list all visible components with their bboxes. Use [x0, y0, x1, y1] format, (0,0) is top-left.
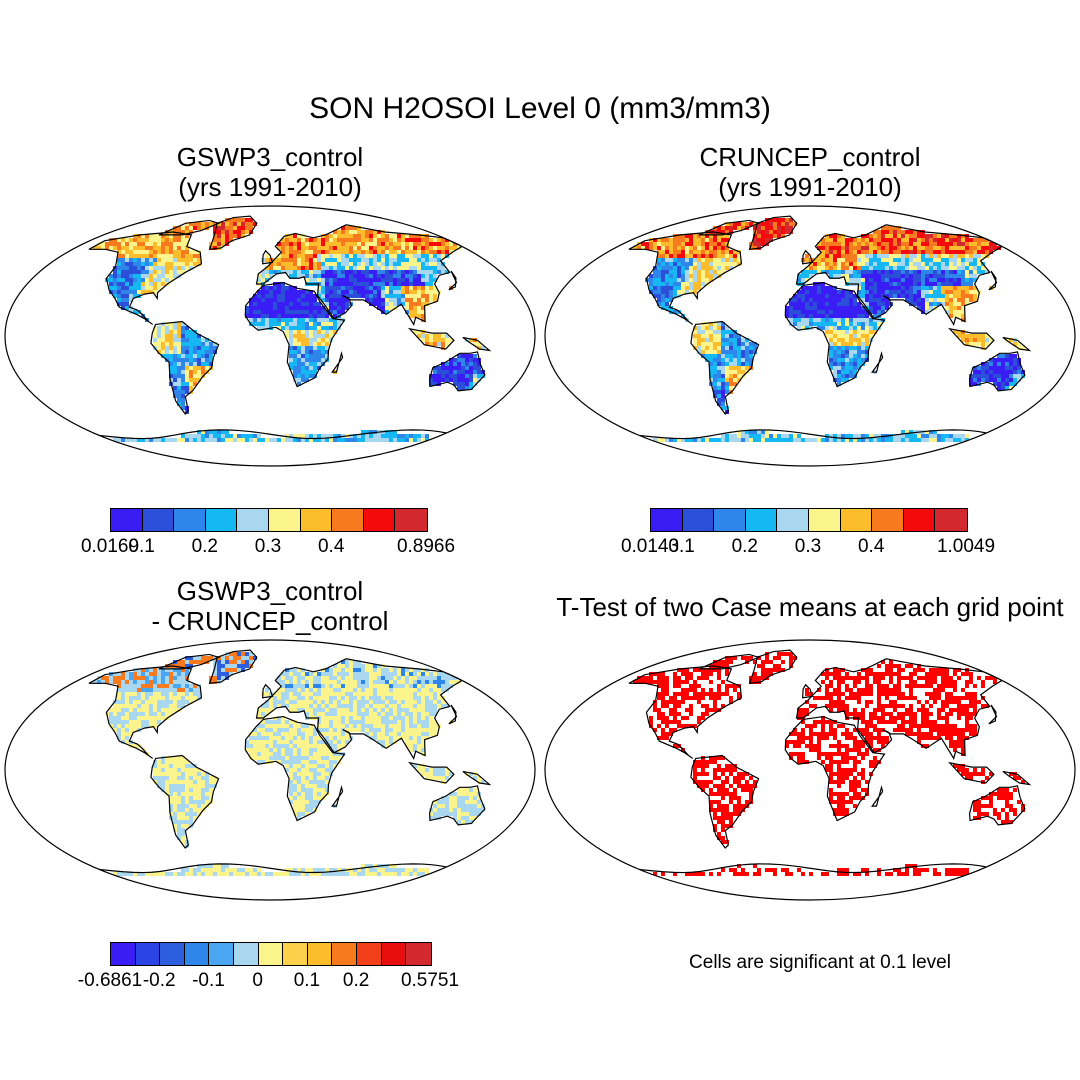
colorbar-swatch	[268, 509, 301, 531]
colorbar-tick-label: 0.4	[317, 536, 345, 557]
map-border	[544, 639, 1076, 901]
colorbar-swatch	[872, 509, 904, 531]
map-difference	[4, 639, 536, 901]
colorbar-swatch	[903, 509, 936, 531]
map-field-cells	[93, 652, 485, 876]
figure-title: SON H2OSOI Level 0 (mm3/mm3)	[309, 92, 771, 125]
panel-1-title: GSWP3_control (yrs 1991-2010)	[40, 142, 500, 202]
panel-3-title-line2: - CRUNCEP_control	[151, 606, 389, 636]
colorbar-tick-label: 0.5751	[400, 970, 460, 991]
colorbar-swatch	[651, 509, 683, 531]
colorbar-swatch	[808, 509, 841, 531]
panel-3-title-line1: GSWP3_control	[176, 576, 364, 606]
map-cruncep-control	[544, 205, 1076, 467]
map-gswp3-control	[4, 205, 536, 467]
colorbar-swatch	[209, 943, 235, 965]
colorbar-tick-label: -0.6861	[77, 970, 143, 991]
colorbar-tick-label: 0.0143	[620, 536, 680, 557]
panel-4-title: T-Test of two Case means at each grid po…	[540, 592, 1080, 622]
colorbar-swatch	[682, 509, 715, 531]
colorbar-swatch	[935, 509, 967, 531]
colorbar-swatch	[111, 509, 143, 531]
colorbar-swatch	[283, 943, 308, 965]
colorbar-tick-label: 0.0169	[80, 536, 140, 557]
map-field-cells	[93, 218, 485, 442]
colorbar-swatch	[160, 943, 185, 965]
significance-note: Cells are significant at 0.1 level	[689, 952, 951, 973]
map-field-cells	[633, 218, 1025, 442]
colorbar-tick-label: 0.3	[794, 536, 822, 557]
colorbar-swatch	[184, 943, 210, 965]
colorbar-swatch	[174, 509, 206, 531]
coastlines	[88, 215, 492, 440]
colorbar-swatch	[840, 509, 873, 531]
colorbar-swatch	[714, 509, 746, 531]
colorbar-swatch	[258, 943, 284, 965]
panel-1-title-line2: (yrs 1991-2010)	[178, 172, 362, 202]
colorbar-swatch	[406, 943, 431, 965]
colorbar-swatch	[205, 509, 238, 531]
colorbar-swatch	[395, 509, 427, 531]
colorbar-tick-label: 0.2	[731, 536, 759, 557]
colorbar-tick-label: 0.3	[254, 536, 282, 557]
colorbar-tick-label: 1.0049	[936, 536, 996, 557]
colorbar-swatch	[381, 943, 407, 965]
colorbar-boxes	[110, 508, 428, 532]
colorbar-swatch	[777, 509, 809, 531]
colorbar-swatch	[142, 509, 175, 531]
panel-2-title-line1: CRUNCEP_control	[699, 142, 921, 172]
colorbar-swatch	[357, 943, 382, 965]
map-border	[4, 639, 536, 901]
panel-2-title-line2: (yrs 1991-2010)	[718, 172, 902, 202]
panel-1-title-line1: GSWP3_control	[176, 142, 364, 172]
colorbar-swatch	[745, 509, 778, 531]
colorbar-tick-label: 0.1	[668, 536, 695, 557]
panel-2-title: CRUNCEP_control (yrs 1991-2010)	[580, 142, 1040, 202]
colorbar-boxes	[110, 942, 432, 966]
colorbar-tick-label: 0.2	[191, 536, 219, 557]
colorbar-swatch	[300, 509, 333, 531]
colorbar-swatch	[332, 943, 358, 965]
colorbar-swatch	[111, 943, 136, 965]
colorbar-swatch	[234, 943, 259, 965]
colorbar-tick-label: 0	[252, 970, 263, 991]
colorbar-boxes	[650, 508, 968, 532]
colorbar-swatch	[332, 509, 364, 531]
colorbar-swatch	[363, 509, 396, 531]
coastlines	[628, 649, 1032, 874]
colorbar-swatch	[237, 509, 269, 531]
colorbar-tick-label: 0.1	[293, 970, 321, 991]
colorbar-swatch	[307, 943, 333, 965]
panel-3-title: GSWP3_control - CRUNCEP_control	[40, 576, 500, 636]
map-border	[4, 205, 536, 467]
map-border	[544, 205, 1076, 467]
colorbar-tick-label: 0.8966	[396, 536, 456, 557]
coastlines	[628, 215, 1032, 440]
colorbar-tick-label: 0.4	[857, 536, 885, 557]
coastlines	[88, 649, 492, 874]
colorbar-tick-label: 0.2	[342, 970, 370, 991]
colorbar-tick-label: -0.1	[192, 970, 225, 991]
colorbar-swatch	[135, 943, 161, 965]
map-ttest-significance	[544, 639, 1076, 901]
colorbar-tick-label: -0.2	[142, 970, 176, 991]
map-field-cells	[633, 652, 1025, 876]
panel-4-title-line1: T-Test of two Case means at each grid po…	[556, 592, 1064, 622]
colorbar-tick-label: 0.1	[128, 536, 155, 557]
